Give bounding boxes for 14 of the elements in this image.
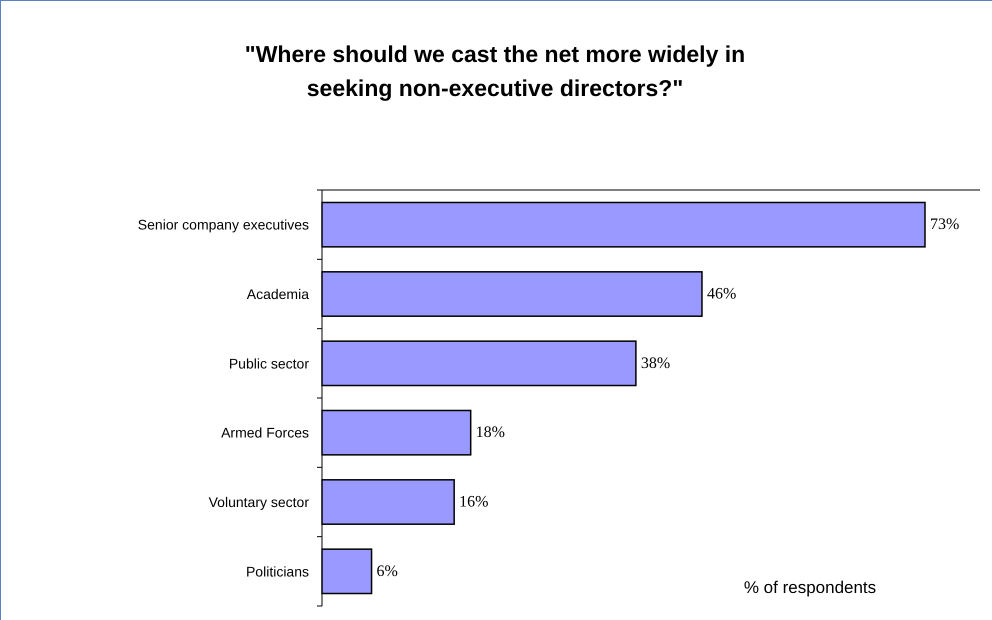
chart-title: "Where should we cast the net more widely in seeking non-executive directors?"	[244, 41, 746, 101]
y-tick-label: Voluntary sector	[208, 494, 310, 510]
y-tick-label: Senior company executives	[138, 216, 309, 233]
annotation: % of respondents	[744, 578, 876, 597]
data-label: 38%	[640, 354, 670, 372]
data-label: 46%	[706, 286, 736, 302]
data-label: 16%	[459, 494, 488, 510]
y-tick-label: Public sector	[228, 355, 310, 372]
y-tick-label: Politicians	[246, 563, 309, 580]
data-label: 6%	[376, 562, 398, 580]
data-label: 18%	[476, 424, 506, 442]
y-tick-label: Academia	[246, 286, 310, 302]
y-tick-label: Armed Forces	[221, 424, 309, 441]
data-label: 73%	[930, 216, 960, 234]
